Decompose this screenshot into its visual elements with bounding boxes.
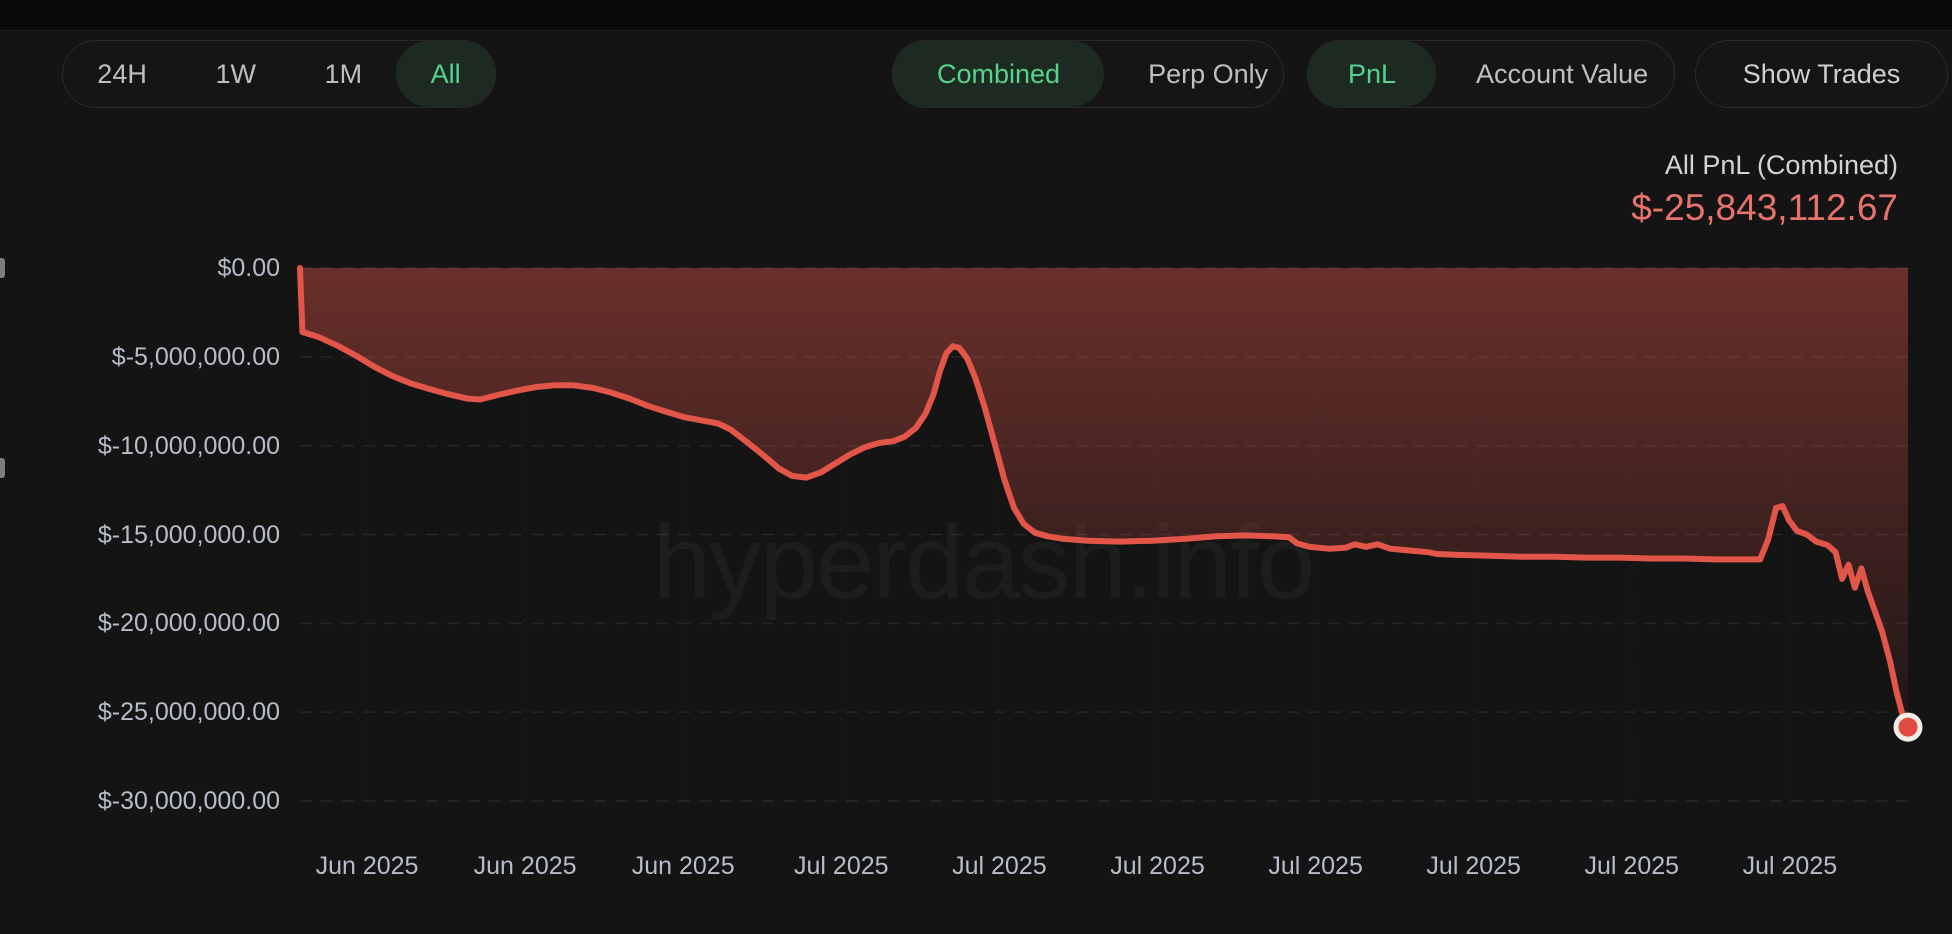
x-axis-label: Jul 2025: [794, 852, 889, 880]
pnl-readout-value: $-25,843,112.67: [1631, 187, 1898, 228]
x-axis-label: Jul 2025: [1584, 852, 1680, 880]
source-toggle-group: Combined Perp Only: [892, 40, 1284, 108]
time-range-24h-button[interactable]: 24H: [63, 41, 181, 107]
show-trades-group: Show Trades: [1695, 40, 1948, 108]
x-axis-label: Jul 2025: [1426, 852, 1521, 880]
y-axis-label: $-10,000,000.00: [97, 431, 280, 460]
pnl-readout-label: All PnL (Combined): [1664, 150, 1898, 180]
x-axis-label: Jul 2025: [952, 852, 1047, 880]
left-edge-tick: [0, 258, 5, 278]
time-range-1w-button[interactable]: 1W: [181, 41, 290, 107]
x-axis-label: Jun 2025: [315, 852, 419, 880]
x-axis-label: Jun 2025: [473, 852, 577, 880]
left-edge-tick: [0, 458, 5, 478]
metric-pnl-button[interactable]: PnL: [1308, 41, 1437, 107]
y-axis-label: $-5,000,000.00: [111, 342, 280, 371]
time-range-group: 24H 1W 1M All: [62, 40, 496, 108]
latest-point-dot: [1893, 712, 1923, 742]
y-axis-label: $-20,000,000.00: [97, 609, 280, 638]
y-axis-label: $-30,000,000.00: [97, 787, 280, 815]
y-axis-label: $0.00: [217, 254, 280, 282]
y-axis-label: $-15,000,000.00: [97, 520, 280, 549]
x-axis-label: Jul 2025: [1268, 852, 1363, 880]
show-trades-button[interactable]: Show Trades: [1713, 41, 1931, 107]
metric-account-value-button[interactable]: Account Value: [1436, 41, 1688, 107]
x-axis-label: Jul 2025: [1110, 852, 1205, 880]
source-perp-only-button[interactable]: Perp Only: [1104, 41, 1312, 107]
source-combined-button[interactable]: Combined: [893, 41, 1105, 107]
x-axis-label: Jun 2025: [631, 852, 735, 880]
top-strip: [0, 0, 1952, 31]
y-axis-label: $-25,000,000.00: [97, 698, 280, 727]
pnl-readout: All PnL (Combined) $-25,843,112.67: [1631, 148, 1898, 232]
x-axis-label: Jul 2025: [1742, 852, 1838, 880]
time-range-1m-button[interactable]: 1M: [290, 41, 396, 107]
time-range-all-button[interactable]: All: [396, 41, 495, 107]
metric-toggle-group: PnL Account Value: [1307, 40, 1675, 108]
